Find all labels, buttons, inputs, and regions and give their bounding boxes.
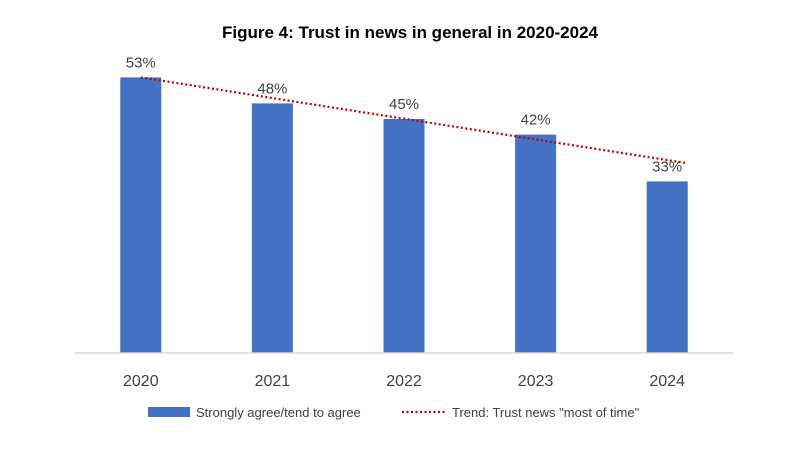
legend: Strongly agree/tend to agree Trend: Trus… [148,405,640,420]
x-tick-2024: 2024 [649,373,685,390]
x-tick-2021: 2021 [255,373,291,390]
bar-2024 [646,181,688,353]
bar-2023 [515,134,557,353]
x-tick-2023: 2023 [518,373,554,390]
bar-2022 [383,119,425,353]
chart-title: Figure 4: Trust in news in general in 20… [222,23,599,42]
x-tick-2022: 2022 [386,373,422,390]
trend-line [140,76,688,165]
data-label-2021: 48% [257,80,287,97]
bars-group [120,77,688,354]
bar-2020 [120,77,162,354]
data-label-2020: 53% [126,54,156,71]
data-label-2023: 42% [521,112,551,129]
data-label-2022: 45% [389,96,419,113]
bar-2021 [251,103,293,354]
x-tick-2020: 2020 [123,373,159,390]
legend-bar-label: Strongly agree/tend to agree [196,405,361,420]
data-labels: 53% 48% 45% 42% 33% [126,54,682,175]
legend-bar-swatch [148,407,190,417]
legend-trend-label: Trend: Trust news "most of time" [452,405,640,420]
x-tick-labels: 2020 2021 2022 2023 2024 [123,373,685,390]
data-label-2024: 33% [652,158,682,175]
